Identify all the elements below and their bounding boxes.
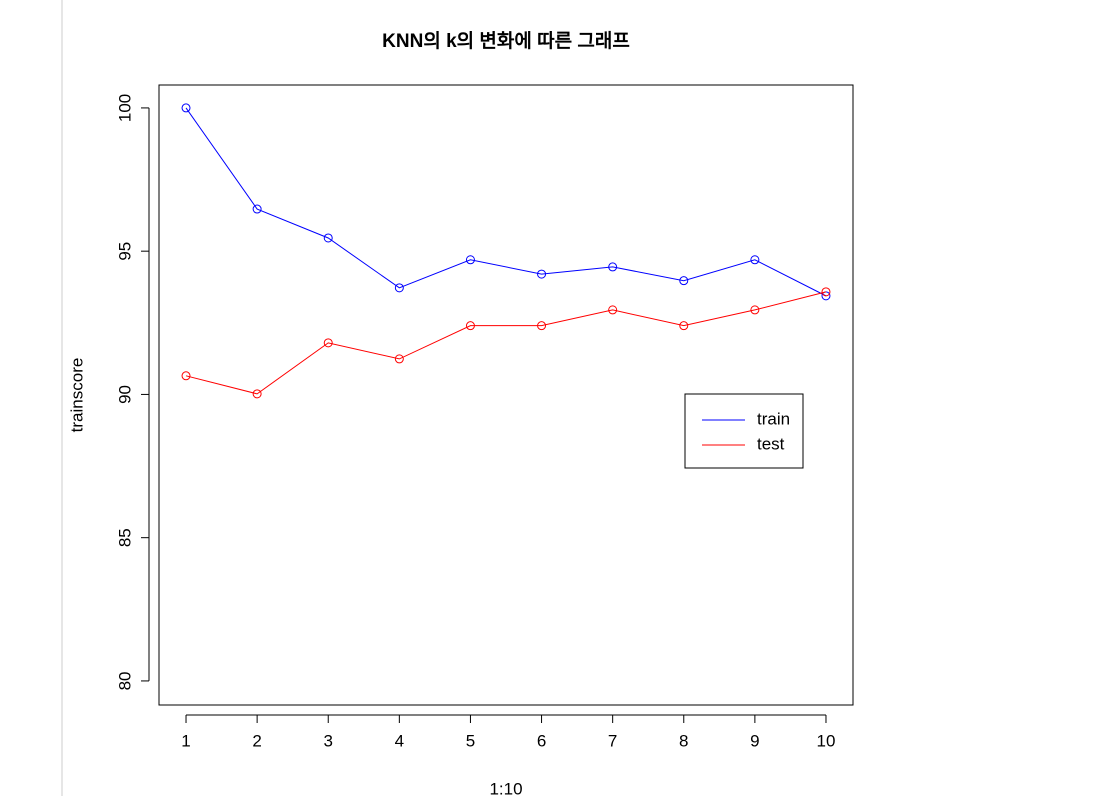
point (537, 321, 547, 331)
x-tick-label: 5 (466, 731, 475, 750)
point (323, 338, 333, 348)
point (394, 283, 404, 293)
y-tick-label: 80 (115, 671, 134, 690)
x-tick-label: 7 (608, 731, 617, 750)
point (394, 354, 404, 364)
point (252, 389, 262, 399)
point (181, 103, 191, 113)
point (679, 321, 689, 331)
legend-label: train (757, 409, 790, 428)
legend-box (684, 393, 804, 469)
point (465, 255, 475, 265)
point (537, 269, 547, 279)
plot-box (158, 84, 854, 706)
point (750, 255, 760, 265)
point (608, 305, 618, 315)
point (679, 276, 689, 286)
x-axis-label: 1:10 (489, 779, 522, 798)
chart-title: KNN의 k의 변화에 따른 그래프 (382, 30, 630, 52)
y-tick-label: 85 (115, 528, 134, 547)
x-tick-label: 6 (537, 731, 546, 750)
y-tick-label: 100 (115, 94, 134, 122)
point (323, 233, 333, 243)
series-line (185, 107, 827, 297)
y-tick-label: 95 (115, 242, 134, 261)
point (252, 204, 262, 214)
x-tick-label: 10 (817, 731, 836, 750)
point (750, 305, 760, 315)
point (821, 287, 831, 297)
x-tick-label: 2 (252, 731, 261, 750)
x-tick-label: 8 (679, 731, 688, 750)
point (608, 262, 618, 272)
point (181, 371, 191, 381)
legend-label: test (757, 434, 785, 453)
y-tick-label: 90 (115, 385, 134, 404)
x-tick-label: 1 (181, 731, 190, 750)
y-axis-label: trainscore (67, 358, 86, 433)
x-tick-label: 3 (323, 731, 332, 750)
series-line (185, 291, 827, 395)
point (465, 321, 475, 331)
x-tick-label: 4 (395, 731, 404, 750)
x-tick-label: 9 (750, 731, 759, 750)
